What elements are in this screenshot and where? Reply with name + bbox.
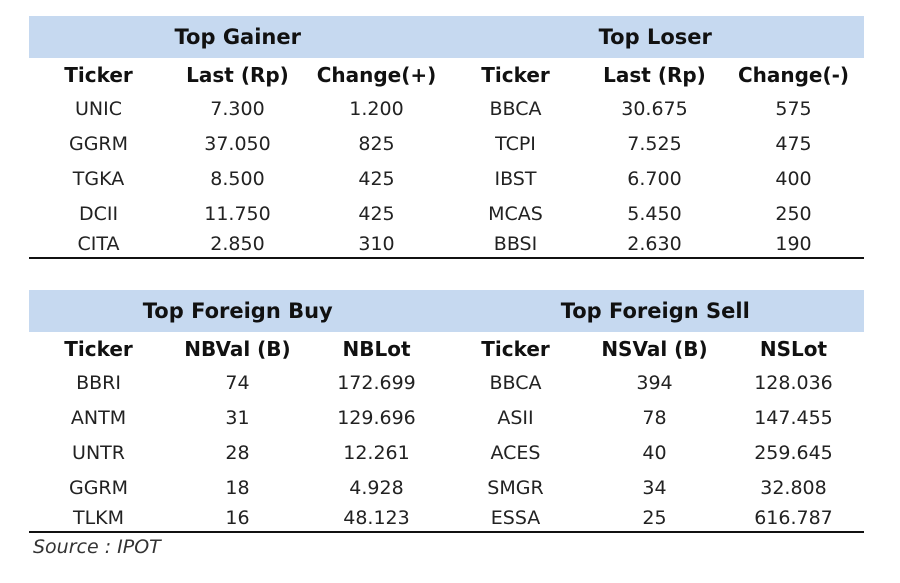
gainer-loser-header: Top Gainer Top Loser: [29, 16, 864, 58]
table-bottom-rule: [29, 257, 864, 259]
table-cell: IBST: [494, 168, 537, 190]
table-cell: ANTM: [70, 407, 127, 429]
table-cell: 31: [225, 407, 250, 429]
column-header: Change(+): [316, 63, 437, 87]
table-cell: BBRI: [76, 372, 121, 394]
table-cell: 259.645: [754, 442, 833, 464]
table-row: ANTM 31 129.696 ASII 78 147.455: [29, 401, 864, 436]
table-cell: 172.699: [337, 372, 416, 394]
table-row: GGRM 37.050 825 TCPI 7.525 475: [29, 127, 864, 162]
foreign-flow-header: Top Foreign Buy Top Foreign Sell: [29, 290, 864, 332]
table-cell: GGRM: [68, 477, 129, 499]
table-cell: 2.850: [210, 233, 265, 255]
table-row: TLKM 16 48.123 ESSA 25 616.787: [29, 506, 864, 531]
table-cell: 2.630: [627, 233, 682, 255]
gainer-loser-body: UNIC 7.300 1.200 BBCA 30.675 575 GGRM 37…: [29, 92, 864, 257]
table-cell: 48.123: [343, 507, 410, 529]
table-cell: 147.455: [754, 407, 833, 429]
table-cell: SMGR: [487, 477, 544, 499]
table-cell: 250: [775, 203, 812, 225]
column-header: NBLot: [342, 337, 411, 361]
column-header: Change(-): [737, 63, 850, 87]
table-cell: 425: [358, 203, 395, 225]
column-header-row: Ticker NBVal (B) NBLot Ticker NSVal (B) …: [29, 332, 864, 366]
table-cell: BBCA: [489, 372, 542, 394]
table-cell: 825: [358, 133, 395, 155]
table-cell: DCII: [78, 203, 119, 225]
table-cell: 190: [775, 233, 812, 255]
table-cell: 40: [642, 442, 667, 464]
gainer-loser-table: Top Gainer Top Loser Ticker Last (Rp) Ch…: [29, 16, 864, 259]
table-cell: 128.036: [754, 372, 833, 394]
column-header: Ticker: [64, 337, 133, 361]
table-cell: BBCA: [489, 98, 542, 120]
table-cell: 475: [775, 133, 812, 155]
table-cell: 78: [642, 407, 667, 429]
table-cell: MCAS: [488, 203, 543, 225]
table-cell: 11.750: [204, 203, 271, 225]
column-header: Ticker: [64, 63, 133, 87]
table-row: UNTR 28 12.261 ACES 40 259.645: [29, 436, 864, 471]
column-header: Last (Rp): [186, 63, 289, 87]
table-cell: BBSI: [493, 233, 538, 255]
column-header-row: Ticker Last (Rp) Change(+) Ticker Last (…: [29, 58, 864, 92]
table-cell: TGKA: [72, 168, 125, 190]
foreign-flow-body: BBRI 74 172.699 BBCA 394 128.036 ANTM 31…: [29, 366, 864, 531]
table-cell: 12.261: [343, 442, 410, 464]
top-loser-title: Top Loser: [598, 25, 712, 49]
column-header: Ticker: [481, 63, 550, 87]
table-cell: 7.300: [210, 98, 265, 120]
table-cell: 28: [225, 442, 250, 464]
table-cell: 34: [642, 477, 667, 499]
table-cell: 18: [225, 477, 250, 499]
table-cell: 5.450: [627, 203, 682, 225]
table-cell: 7.525: [627, 133, 682, 155]
table-row: DCII 11.750 425 MCAS 5.450 250: [29, 197, 864, 232]
table-cell: 394: [636, 372, 673, 394]
table-cell: 129.696: [337, 407, 416, 429]
table-cell: 30.675: [621, 98, 688, 120]
table-cell: 25: [642, 507, 667, 529]
table-cell: 575: [775, 98, 812, 120]
column-header: NSLot: [759, 337, 828, 361]
table-cell: 32.808: [760, 477, 827, 499]
table-cell: ACES: [490, 442, 541, 464]
column-header: Last (Rp): [603, 63, 706, 87]
table-cell: GGRM: [68, 133, 129, 155]
column-header: Ticker: [481, 337, 550, 361]
table-cell: 616.787: [754, 507, 833, 529]
table-cell: CITA: [77, 233, 120, 255]
source-note: Source : IPOT: [33, 536, 161, 558]
table-cell: 37.050: [204, 133, 271, 155]
table-cell: 16: [225, 507, 250, 529]
foreign-flow-table: Top Foreign Buy Top Foreign Sell Ticker …: [29, 290, 864, 533]
table-cell: 1.200: [349, 98, 404, 120]
table-cell: UNTR: [72, 442, 125, 464]
table-row: BBRI 74 172.699 BBCA 394 128.036: [29, 366, 864, 401]
table-cell: 74: [225, 372, 250, 394]
top-foreign-buy-title: Top Foreign Buy: [142, 299, 333, 323]
table-cell: 310: [358, 233, 395, 255]
table-cell: 6.700: [627, 168, 682, 190]
column-header: NBVal (B): [184, 337, 291, 361]
table-row: UNIC 7.300 1.200 BBCA 30.675 575: [29, 92, 864, 127]
table-cell: ESSA: [490, 507, 541, 529]
table-row: GGRM 18 4.928 SMGR 34 32.808: [29, 471, 864, 506]
table-cell: ASII: [497, 407, 534, 429]
table-row: CITA 2.850 310 BBSI 2.630 190: [29, 232, 864, 257]
table-cell: UNIC: [75, 98, 122, 120]
column-header: NSVal (B): [601, 337, 708, 361]
table-cell: 425: [358, 168, 395, 190]
table-row: TGKA 8.500 425 IBST 6.700 400: [29, 162, 864, 197]
table-bottom-rule: [29, 531, 864, 533]
table-cell: TCPI: [495, 133, 536, 155]
table-cell: 8.500: [210, 168, 265, 190]
table-cell: TLKM: [72, 507, 125, 529]
top-gainer-title: Top Gainer: [174, 25, 301, 49]
table-cell: 400: [775, 168, 812, 190]
table-cell: 4.928: [349, 477, 404, 499]
top-foreign-sell-title: Top Foreign Sell: [560, 299, 750, 323]
